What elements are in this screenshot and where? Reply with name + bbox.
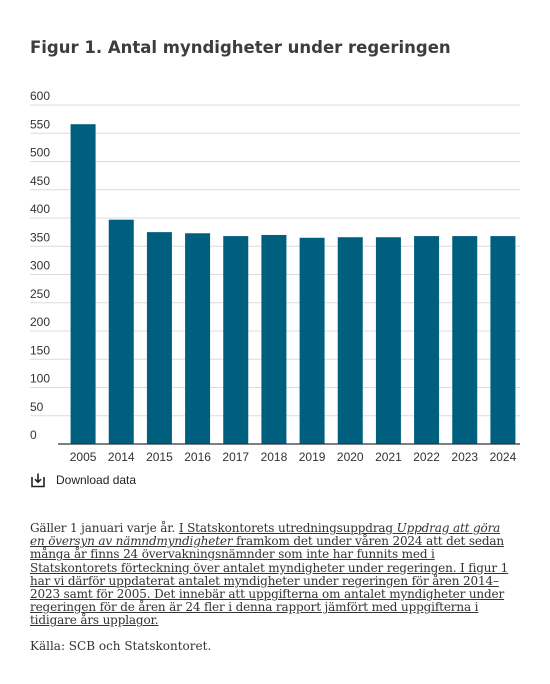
bar	[261, 234, 287, 444]
y-tick-label: 150	[30, 343, 50, 357]
note-prefix: Gäller 1 januari varje år.	[30, 521, 179, 535]
note-link-text-2: framkom det under våren 2024 att det sed…	[30, 534, 509, 628]
x-tick-label: 2019	[299, 450, 326, 464]
chart-title: Figur 1. Antal myndigheter under regerin…	[30, 38, 451, 57]
x-tick-label: 2017	[222, 450, 249, 464]
y-tick-label: 250	[30, 287, 50, 301]
y-tick-label: 200	[30, 315, 50, 329]
note-link[interactable]: I Statskontorets utredningsuppdrag Uppdr…	[30, 521, 508, 627]
bar	[490, 236, 516, 444]
y-tick-label: 300	[30, 259, 50, 273]
y-tick-label: 600	[30, 89, 50, 103]
bar	[146, 232, 172, 444]
x-tick-label: 2016	[184, 450, 211, 464]
x-tick-label: 2015	[146, 450, 173, 464]
note-link-text-1: I Statskontorets utredningsuppdrag	[178, 521, 397, 535]
bar	[452, 236, 478, 444]
y-tick-label: 50	[30, 400, 44, 414]
bar	[185, 233, 211, 444]
y-tick-label: 400	[30, 202, 50, 216]
bar	[299, 237, 325, 444]
bar	[70, 124, 96, 445]
bar	[414, 236, 440, 444]
bar-chart: 0 50 100 150 200 250 300 350 400 450 500 550 600 2005…	[30, 89, 520, 464]
x-tick-label: 2014	[108, 450, 135, 464]
x-tick-label: 2024	[490, 450, 517, 464]
y-tick-label: 450	[30, 174, 50, 188]
y-tick-label: 500	[30, 146, 50, 160]
y-tick-label: 0	[30, 428, 37, 442]
download-data-label: Download data	[56, 473, 137, 487]
y-tick-label: 100	[30, 372, 50, 386]
x-tick-label: 2023	[451, 450, 478, 464]
note-link-report-title: Uppdrag att göra en översyn av nämndmynd…	[30, 521, 501, 549]
download-data-button[interactable]: Download data	[30, 472, 136, 488]
source-note: Källa: SCB och Statskontoret.	[30, 639, 212, 653]
x-tick-label: 2021	[375, 450, 402, 464]
bar	[223, 236, 249, 444]
y-tick-label: 350	[30, 230, 50, 244]
x-tick-label: 2005	[70, 450, 97, 464]
x-tick-label: 2020	[337, 450, 364, 464]
figure-note: Gäller 1 januari varje år. I Statskontor…	[30, 521, 510, 628]
x-tick-label: 2022	[413, 450, 440, 464]
y-tick-label: 550	[30, 117, 50, 131]
bar	[375, 237, 401, 444]
bar	[108, 219, 134, 444]
bar	[337, 237, 363, 444]
x-tick-label: 2018	[261, 450, 288, 464]
download-icon	[31, 473, 45, 488]
